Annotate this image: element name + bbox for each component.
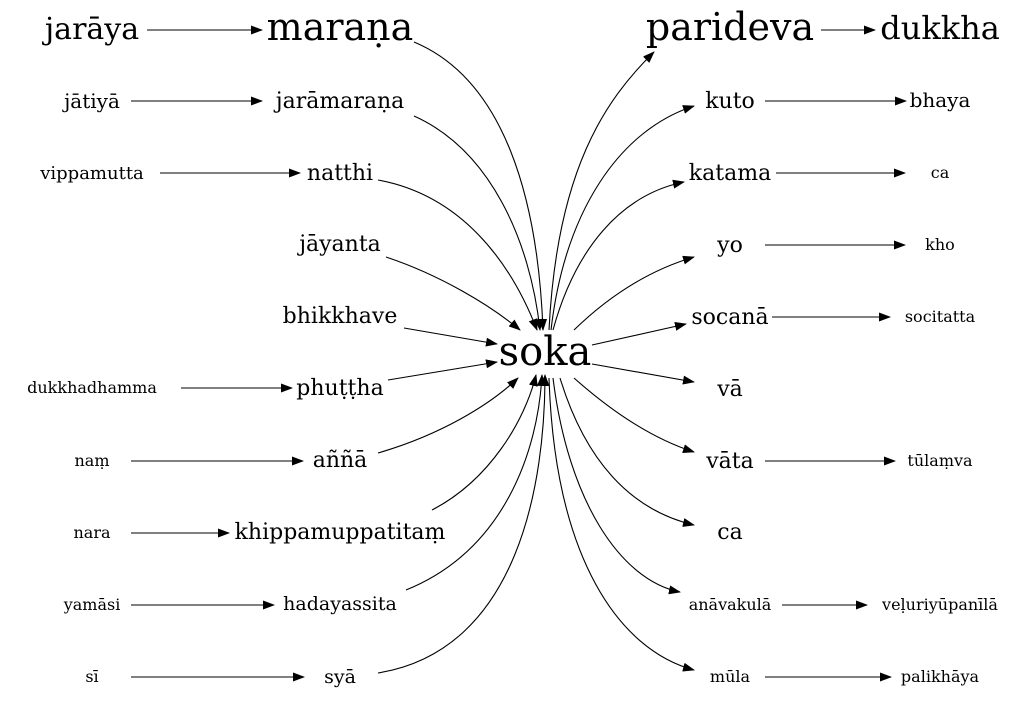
node-right-target: veḷuriyūpanīlā bbox=[881, 595, 998, 614]
node-left-word: syā bbox=[324, 666, 356, 688]
node-right-target: palikhāya bbox=[901, 667, 980, 686]
node-left-source: nara bbox=[73, 523, 110, 542]
edge-khippamuppatitam-soka bbox=[431, 374, 538, 511]
edge-phuttha-soka bbox=[387, 359, 498, 381]
node-right-word: mūla bbox=[710, 667, 751, 686]
node-right-word: vāta bbox=[705, 449, 754, 474]
edge-natthi-soka bbox=[377, 179, 538, 331]
nodes: soka jarāya jātiyā vippamutta dukkhadham… bbox=[27, 5, 1000, 688]
node-right-target: bhaya bbox=[910, 88, 971, 112]
node-left-source: dukkhadhamma bbox=[27, 378, 157, 397]
edge-soka-va bbox=[591, 363, 695, 385]
node-left-word: bhikkhave bbox=[283, 304, 398, 329]
node-left-word: khippamuppatitaṃ bbox=[235, 520, 446, 545]
node-center: soka bbox=[499, 329, 592, 375]
node-left-source: jarāya bbox=[42, 12, 139, 47]
edge-jaramarana-soka bbox=[413, 115, 544, 331]
node-right-word: ca bbox=[717, 520, 742, 545]
edge-jayanta-soka bbox=[385, 256, 521, 331]
edge-soka-vata bbox=[573, 377, 695, 453]
node-left-source: sī bbox=[85, 667, 98, 686]
node-left-word: hadayassita bbox=[283, 593, 397, 615]
node-left-word: maraṇa bbox=[267, 5, 414, 49]
edge-marana-soka bbox=[413, 41, 548, 331]
edges bbox=[131, 25, 907, 682]
node-right-target: kho bbox=[925, 235, 955, 254]
node-right-target: ca bbox=[931, 163, 950, 182]
node-left-word: aññā bbox=[313, 448, 368, 473]
node-right-word: socanā bbox=[691, 305, 768, 330]
edge-hadayassita-soka bbox=[405, 374, 546, 591]
node-right-word: parideva bbox=[646, 5, 814, 49]
edge-soka-parideva bbox=[548, 51, 655, 331]
node-right-word: vā bbox=[716, 377, 743, 402]
node-right-word: katama bbox=[689, 161, 771, 186]
node-right-word: yo bbox=[716, 233, 743, 258]
node-left-source: naṃ bbox=[74, 451, 109, 470]
node-right-target: tūlaṃva bbox=[907, 451, 973, 470]
node-right-target: dukkha bbox=[880, 9, 1000, 47]
edge-sya-soka bbox=[377, 374, 550, 674]
node-right-word: anāvakulā bbox=[689, 595, 772, 614]
node-left-word: natthi bbox=[307, 161, 373, 186]
node-right-target: socitatta bbox=[905, 307, 976, 326]
edge-soka-ca-lower bbox=[559, 377, 695, 527]
node-left-source: vippamutta bbox=[39, 163, 144, 184]
node-left-source: yamāsi bbox=[63, 595, 121, 614]
node-left-source: jātiyā bbox=[62, 89, 120, 113]
edge-soka-mula bbox=[548, 377, 695, 672]
edge-soka-socana bbox=[591, 322, 687, 346]
edge-soka-katama bbox=[552, 179, 685, 331]
edge-soka-anavakula bbox=[552, 377, 681, 595]
edge-anna-soka bbox=[377, 377, 519, 454]
edge-soka-kuto bbox=[550, 105, 695, 331]
node-right-word: kuto bbox=[705, 89, 755, 114]
node-left-word: jarāmaraṇa bbox=[273, 89, 404, 114]
node-left-word: jāyanta bbox=[296, 232, 381, 257]
edge-bhikkhave-soka bbox=[403, 327, 498, 347]
edge-soka-yo bbox=[573, 255, 695, 331]
node-left-word: phuṭṭha bbox=[296, 376, 383, 401]
